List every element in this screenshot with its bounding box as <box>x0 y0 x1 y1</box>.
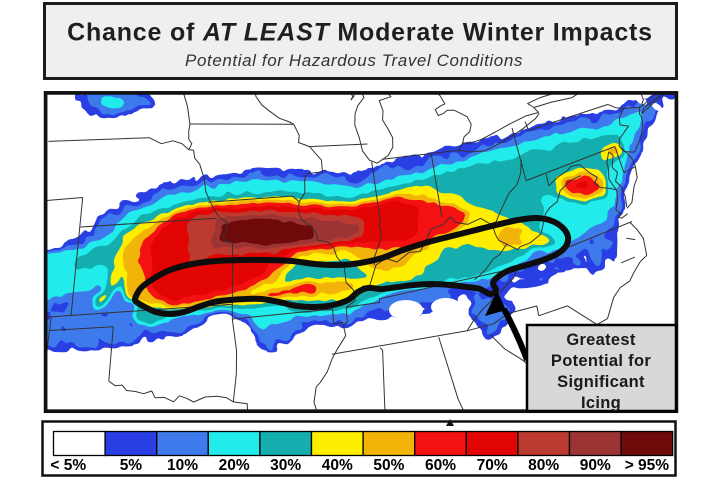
svg-text:Potential for: Potential for <box>551 352 651 370</box>
svg-text:> 95%: > 95% <box>625 457 670 474</box>
svg-text:< 5%: < 5% <box>50 457 86 474</box>
svg-text:Potential for Hazardous Travel: Potential for Hazardous Travel Condition… <box>185 51 523 70</box>
svg-text:Chance of AT LEAST Moderate Wi: Chance of AT LEAST Moderate Winter Impac… <box>67 19 653 47</box>
svg-text:20%: 20% <box>219 457 250 474</box>
svg-text:90%: 90% <box>580 457 611 474</box>
svg-text:30%: 30% <box>270 457 301 474</box>
svg-text:80%: 80% <box>528 457 559 474</box>
svg-text:40%: 40% <box>322 457 353 474</box>
svg-text:Significant: Significant <box>557 373 645 391</box>
svg-text:Icing: Icing <box>581 394 621 412</box>
svg-text:70%: 70% <box>477 457 508 474</box>
svg-text:60%: 60% <box>425 457 456 474</box>
svg-text:Greatest: Greatest <box>566 331 636 349</box>
svg-text:50%: 50% <box>373 457 404 474</box>
svg-text:5%: 5% <box>120 457 143 474</box>
svg-text:10%: 10% <box>167 457 198 474</box>
